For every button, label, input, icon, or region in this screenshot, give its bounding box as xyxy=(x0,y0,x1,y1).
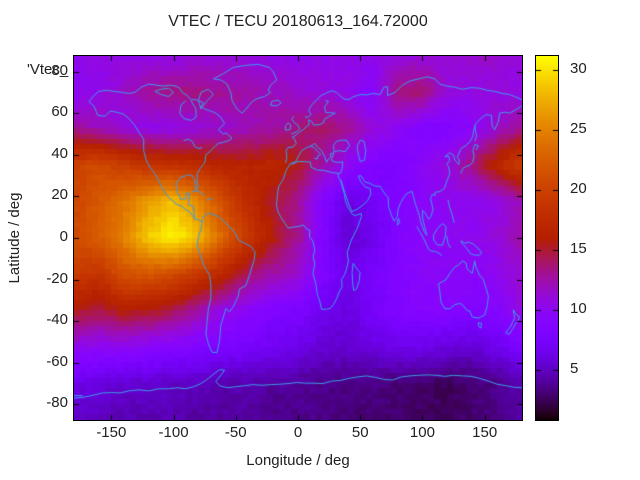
colorbar-tick-label: 15 xyxy=(570,239,587,257)
colorbar-canvas xyxy=(535,55,559,421)
x-tick-label: 0 xyxy=(293,424,303,441)
x-tick-label: -50 xyxy=(224,424,247,441)
y-tick-label: -20 xyxy=(46,269,68,287)
y-tick-label: -80 xyxy=(46,394,68,412)
stray-overlay-label: 'Vtec_ xyxy=(27,61,69,78)
y-tick-label: 40 xyxy=(51,144,68,162)
colorbar-tick-label: 10 xyxy=(570,299,587,317)
x-axis-title: Longitude / deg xyxy=(246,452,350,469)
colorbar-tick-label: 25 xyxy=(570,120,587,138)
y-tick-label: -40 xyxy=(46,311,68,329)
x-tick-label: -150 xyxy=(96,424,127,441)
y-tick-label: 0 xyxy=(59,228,68,245)
y-tick-label: -60 xyxy=(46,352,68,370)
x-tick-label: 100 xyxy=(409,424,435,441)
colorbar-tick-label: 5 xyxy=(570,359,579,377)
y-tick-label: 80 xyxy=(51,61,68,79)
colorbar-tick-label: 30 xyxy=(570,60,587,78)
colorbar-tick-label: 20 xyxy=(570,180,587,198)
tec-heatmap-canvas xyxy=(73,55,523,421)
x-tick-label: -100 xyxy=(158,424,189,441)
y-tick-label: 20 xyxy=(51,186,68,204)
chart-title: VTEC / TECU 20180613_164.72000 xyxy=(168,13,428,30)
y-tick-label: 60 xyxy=(51,103,68,121)
x-tick-label: 50 xyxy=(351,424,369,441)
x-tick-label: 150 xyxy=(472,424,498,441)
